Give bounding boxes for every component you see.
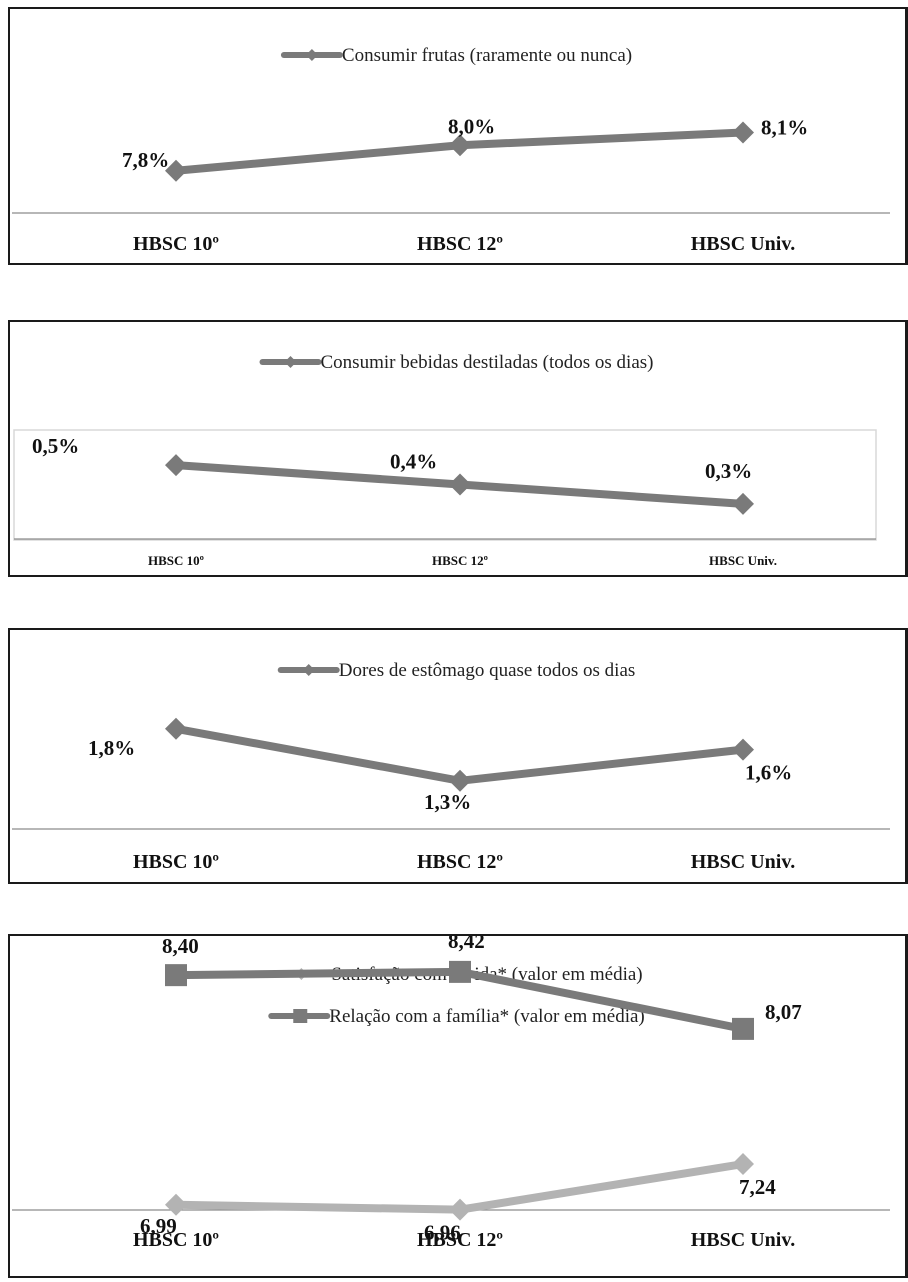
x-tick-label: HBSC Univ.	[691, 233, 795, 255]
data-point-diamond	[732, 1153, 754, 1176]
data-point-diamond	[449, 769, 471, 792]
data-label: 8,40	[162, 936, 199, 958]
chart-panel-satisfacao: Satisfação com a vida* (valor em média) R…	[8, 934, 908, 1278]
chart-panel-dores: Dores de estômago quase todos os dias HBS…	[8, 628, 908, 884]
x-tick-label: HBSC 12º	[417, 1229, 503, 1251]
legend-label: Consumir bebidas destiladas (todos os di…	[321, 352, 654, 373]
data-point-diamond	[165, 159, 187, 182]
data-point-diamond	[732, 121, 754, 144]
legend-diamond-icon	[305, 49, 318, 61]
x-tick-label: HBSC Univ.	[691, 1229, 795, 1251]
data-label: 0,3%	[705, 459, 752, 483]
x-tick-label: HBSC 10º	[133, 233, 219, 255]
legend-label: Dores de estômago quase todos os dias	[339, 660, 636, 681]
data-point-square	[732, 1017, 754, 1040]
legend-square-icon	[293, 1009, 308, 1023]
data-label: 8,1%	[761, 116, 808, 140]
chart-panel-bebidas: Consumir bebidas destiladas (todos os di…	[8, 320, 908, 577]
x-tick-label: HBSC 10º	[133, 1229, 219, 1251]
data-point-diamond	[165, 717, 187, 740]
chart-satisfacao: Satisfação com a vida* (valor em média)R…	[12, 936, 890, 1251]
data-label: 7,24	[739, 1175, 776, 1199]
data-label: 1,3%	[424, 790, 471, 814]
data-point-diamond	[732, 492, 754, 515]
data-point-diamond	[449, 473, 471, 496]
legend-diamond-icon	[302, 664, 315, 676]
chart-panel-frutas: Consumir frutas (raramente ou nunca) HBSC…	[8, 7, 908, 265]
chart-dores: Dores de estômago quase todos os dias HBS…	[12, 660, 890, 873]
data-label: 0,4%	[390, 450, 437, 474]
data-point-diamond	[449, 134, 471, 157]
legend-label: Consumir frutas (raramente ou nunca)	[342, 45, 632, 66]
x-tick-label: HBSC 12º	[417, 233, 503, 255]
data-label: 1,6%	[745, 761, 792, 785]
x-tick-label: HBSC 12º	[432, 553, 488, 568]
x-tick-label: HBSC 10º	[133, 851, 219, 873]
data-label: 8,07	[765, 1000, 802, 1024]
data-point-diamond	[165, 454, 187, 477]
legend-label: Relação com a família* (valor em média)	[329, 1006, 644, 1027]
data-label: 8,0%	[448, 114, 495, 138]
data-label: 1,8%	[88, 736, 135, 760]
chart-frutas: Consumir frutas (raramente ou nunca) HBSC…	[12, 45, 890, 255]
data-point-diamond	[732, 738, 754, 761]
legend-entry: Consumir bebidas destiladas (todos os di…	[259, 352, 654, 373]
x-tick-label: HBSC Univ.	[709, 553, 777, 568]
legend-entry: Dores de estômago quase todos os dias	[277, 660, 636, 681]
data-point-diamond	[165, 1193, 187, 1216]
chart-bebidas: Consumir bebidas destiladas (todos os di…	[13, 352, 877, 568]
legend-diamond-icon	[284, 356, 297, 368]
data-label: 6,96	[424, 1221, 461, 1245]
data-label: 8,42	[448, 936, 485, 953]
legend-entry: Consumir frutas (raramente ou nunca)	[280, 45, 632, 66]
data-point-square	[165, 964, 187, 987]
x-tick-label: HBSC 10º	[148, 553, 204, 568]
data-label: 7,8%	[122, 148, 169, 172]
x-tick-label: HBSC 12º	[417, 851, 503, 873]
data-point-square	[449, 960, 471, 983]
x-tick-label: HBSC Univ.	[691, 851, 795, 873]
legend-entry: Relação com a família* (valor em média)	[268, 1006, 645, 1027]
data-point-diamond	[449, 1198, 471, 1221]
data-label: 6,99	[140, 1214, 177, 1238]
data-label: 0,5%	[32, 434, 79, 458]
